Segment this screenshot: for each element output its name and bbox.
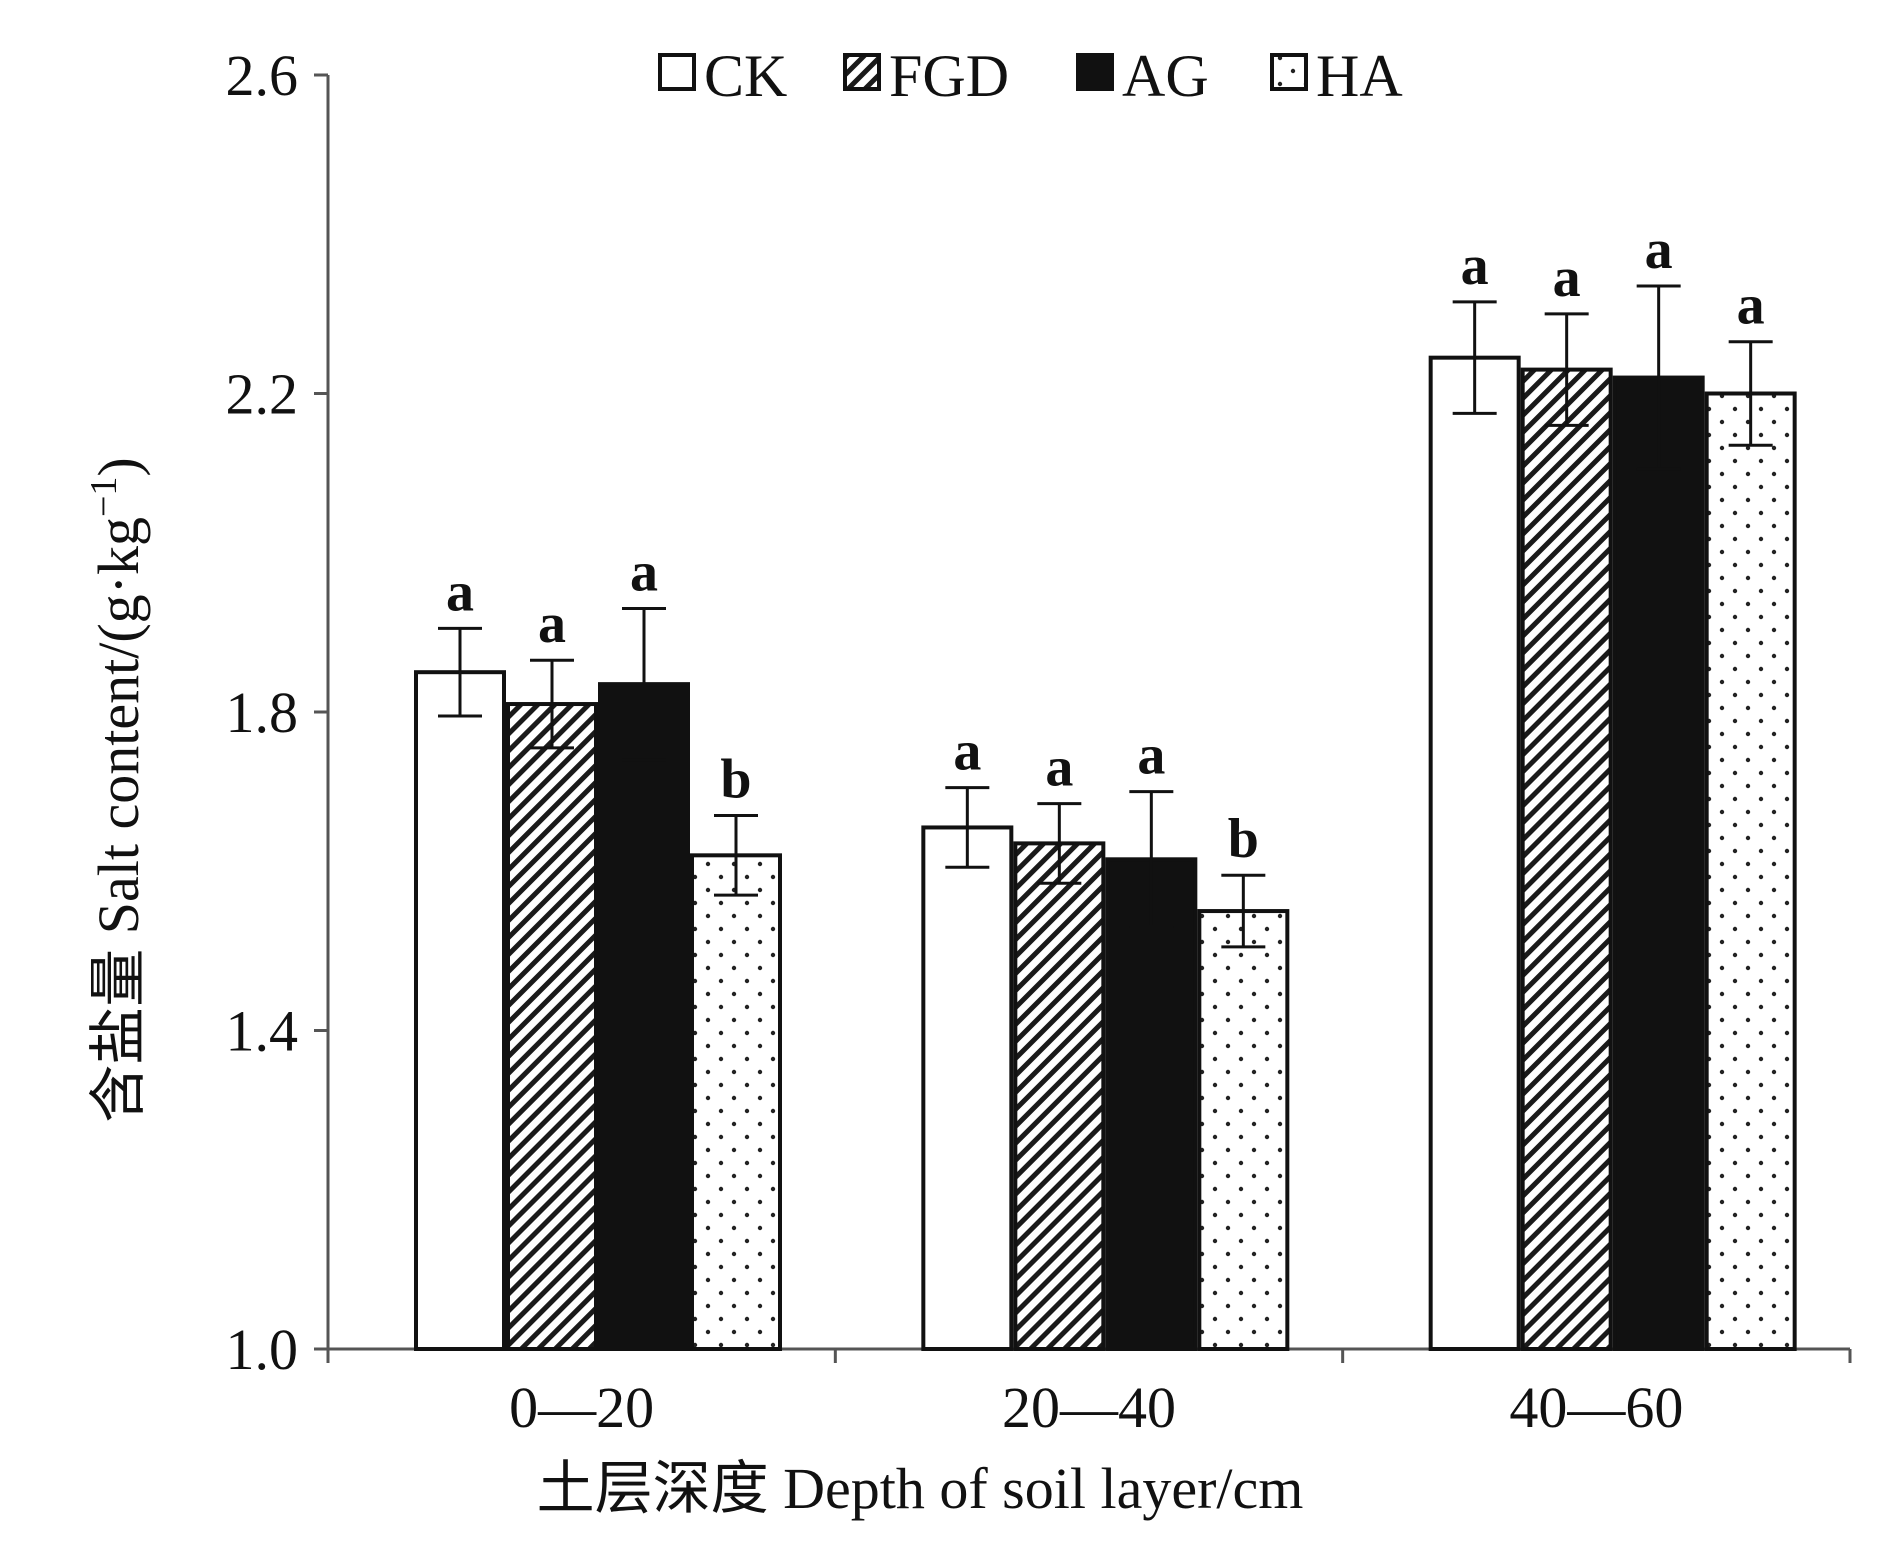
legend-swatch-ck (658, 53, 696, 91)
plot-area: 1.0 1.4 1.8 2.2 2.6 a a a b 0—20 a a a b 20—40 a a a a 40—6… (226, 43, 1852, 1440)
bar-ha-2 (1197, 909, 1290, 1351)
significance-letter: a (630, 541, 658, 603)
y-tick-label: 1.0 (226, 1317, 299, 1382)
bar-ck-3 (1428, 355, 1521, 1351)
legend: CK FGD AG HA (658, 43, 1403, 109)
bar-ag-3 (1612, 375, 1705, 1351)
significance-letter: a (538, 593, 566, 655)
bar-ck-1 (414, 670, 506, 1351)
legend-label-ha: HA (1316, 43, 1403, 109)
significance-letter: a (1553, 247, 1581, 309)
significance-letter: a (953, 721, 981, 783)
x-category-label: 0—20 (509, 1375, 654, 1440)
y-tick-label: 1.4 (226, 999, 299, 1064)
y-tick-label: 1.8 (226, 680, 299, 745)
x-category-label: 20—40 (1002, 1375, 1176, 1440)
significance-letter: a (1737, 275, 1765, 337)
y-tick-label: 2.2 (226, 362, 299, 427)
significance-letter: a (446, 561, 474, 623)
significance-letter: a (1045, 737, 1073, 799)
legend-swatch-fgd (843, 53, 881, 91)
bar-fgd-3 (1520, 367, 1613, 1351)
legend-label-ag: AG (1122, 43, 1209, 109)
bar-ck-2 (921, 825, 1014, 1351)
bar-ag-2 (1105, 857, 1198, 1352)
bar-fgd-2 (1013, 841, 1106, 1351)
bar-ag-1 (598, 682, 690, 1351)
significance-letter: a (1645, 219, 1673, 281)
legend-swatch-ag (1076, 53, 1114, 91)
legend-swatch-ha (1270, 53, 1308, 91)
y-axis-title: 含盐量 Salt content/(g·kg−1) (83, 457, 151, 1122)
legend-label-fgd: FGD (889, 43, 1009, 109)
legend-label-ck: CK (704, 43, 787, 109)
significance-letter: b (1228, 808, 1259, 870)
x-axis-title: 土层深度 Depth of soil layer/cm (537, 1456, 1304, 1521)
y-axis-title-close: ) (86, 457, 151, 476)
bar-ha-3 (1704, 391, 1797, 1351)
significance-letter: a (1137, 725, 1165, 787)
bar-ha-1 (690, 853, 782, 1351)
y-tick-label: 2.6 (226, 43, 299, 108)
bar-fgd-1 (506, 702, 598, 1351)
y-axis-title-superscript: −1 (83, 477, 125, 517)
y-axis-title-main: 含盐量 Salt content/(g·kg (86, 517, 151, 1123)
x-category-label: 40—60 (1509, 1375, 1683, 1440)
significance-letter: b (720, 749, 751, 811)
significance-letter: a (1461, 235, 1489, 297)
